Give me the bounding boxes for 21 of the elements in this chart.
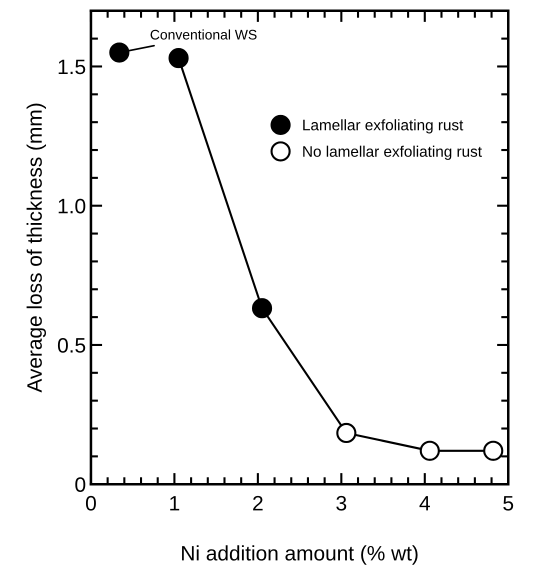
x-axis-title: Ni addition amount (% wt) xyxy=(182,545,418,565)
y-axis-title: Average loss of thickness (mm) xyxy=(26,104,46,393)
point xyxy=(109,42,130,63)
y-tick-label: 1.5 xyxy=(58,60,86,74)
legend-label: No lamellar exfoliating rust xyxy=(303,146,482,160)
y-tick-label: 0.5 xyxy=(58,338,86,353)
point xyxy=(168,48,189,68)
x-tick-label: 3 xyxy=(336,496,346,511)
x-tick-label: 0 xyxy=(86,496,96,511)
x-tick-label: 5 xyxy=(503,496,514,511)
point xyxy=(252,298,272,318)
annotation: Conventional WS xyxy=(150,29,257,40)
point xyxy=(483,440,504,461)
point xyxy=(420,440,440,461)
x-tick-label: 4 xyxy=(419,496,430,510)
x-tick-label: 1 xyxy=(170,496,180,510)
y-tick-label: 0 xyxy=(75,477,86,492)
point xyxy=(336,422,356,444)
legend-label: Lamellar exfoliating rust xyxy=(303,119,464,134)
x-tick-label: 2 xyxy=(253,496,263,510)
y-tick-label: 1.0 xyxy=(58,198,86,214)
